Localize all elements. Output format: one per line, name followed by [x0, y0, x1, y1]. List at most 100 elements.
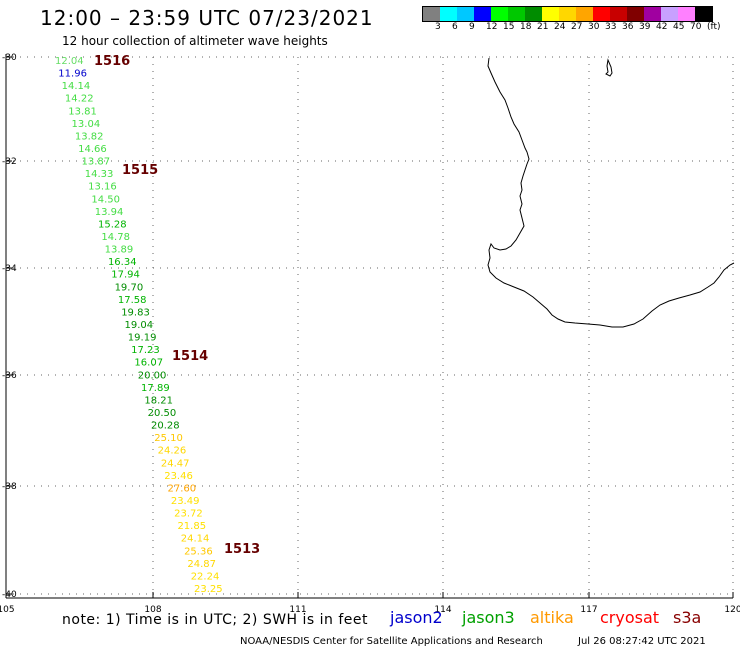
color-scale-label: 12: [486, 22, 498, 32]
wave-height-value: 16.07: [134, 358, 163, 369]
color-swatch: [542, 7, 559, 21]
satellite-cryosat: cryosat: [600, 608, 660, 627]
wave-height-value: 14.78: [101, 232, 130, 243]
wave-height-value: 24.14: [181, 534, 210, 545]
wave-height-value: 19.83: [121, 307, 150, 318]
color-swatch: [440, 7, 457, 21]
color-swatch: [525, 7, 542, 21]
wave-height-value: 19.19: [128, 333, 157, 344]
wave-height-value: 14.33: [85, 169, 114, 180]
wave-height-value: 13.82: [75, 131, 104, 142]
wave-height-value: 14.22: [65, 94, 94, 105]
wave-height-value: 19.70: [115, 282, 144, 293]
map-title: 12:00 – 23:59 UTC 07/23/2021: [40, 6, 374, 30]
wave-height-value: 22.24: [191, 571, 220, 582]
wave-height-value: 18.21: [144, 395, 173, 406]
color-swatch: [610, 7, 627, 21]
color-scale-label: 70: [690, 22, 702, 32]
latitude-labels: -30 -32 -34 -36 -38 -40: [2, 53, 17, 600]
satellite-jason3: jason3: [462, 608, 515, 627]
latitude-label: -36: [2, 371, 17, 381]
wave-height-value: 13.81: [68, 106, 97, 117]
wave-height-value: 17.23: [131, 345, 160, 356]
color-swatch: [491, 7, 508, 21]
wave-height-value: 27.60: [168, 483, 197, 494]
latitude-label: -30: [2, 53, 17, 63]
wave-height-value: 14.66: [78, 144, 107, 155]
coastline-island: [605, 58, 613, 77]
pass-label: 1513: [224, 542, 260, 557]
wave-height-value: 13.94: [95, 207, 124, 218]
pass-label: 1516: [94, 54, 130, 69]
color-swatch: [644, 7, 661, 21]
wave-height-value: 15.28: [98, 219, 127, 230]
satellite-jason2: jason2: [390, 608, 443, 627]
wave-height-value: 17.89: [141, 383, 170, 394]
latitude-label: -40: [2, 590, 17, 600]
map-subtitle: 12 hour collection of altimeter wave hei…: [62, 34, 328, 48]
color-scale-label: 21: [537, 22, 549, 32]
longitude-label: 114: [434, 605, 451, 615]
color-scale-label: 30: [588, 22, 600, 32]
color-swatch: [678, 7, 695, 21]
wave-height-value: 17.58: [118, 295, 147, 306]
color-swatch: [508, 7, 525, 21]
satellite-s3a: s3a: [673, 608, 702, 627]
pass-label: 1515: [122, 163, 158, 178]
pass-label: 1514: [172, 349, 208, 364]
color-scale-label: 36: [622, 22, 634, 32]
color-swatch: [423, 7, 440, 21]
latitude-label: -38: [2, 482, 17, 492]
wave-height-value: 14.50: [91, 194, 120, 205]
color-scale-bar: [422, 6, 713, 22]
longitude-label: 108: [144, 605, 161, 615]
longitude-label: 117: [580, 605, 597, 615]
color-swatch: [474, 7, 491, 21]
satellite-altika: altika: [530, 608, 574, 627]
wave-height-value: 14.14: [62, 81, 91, 92]
wave-height-value: 24.47: [161, 458, 190, 469]
wave-height-value: 16.34: [108, 257, 137, 268]
color-swatch: [593, 7, 610, 21]
color-swatch: [576, 7, 593, 21]
color-scale-label: 3: [435, 22, 441, 32]
color-scale-label: 6: [452, 22, 458, 32]
wave-height-value: 24.87: [187, 559, 216, 570]
credit-line: NOAA/NESDIS Center for Satellite Applica…: [240, 636, 543, 647]
longitude-label: 105: [0, 605, 15, 615]
color-scale-label: 33: [605, 22, 617, 32]
longitude-label: 120: [724, 605, 740, 615]
color-scale-label: 42: [656, 22, 668, 32]
color-swatch: [627, 7, 644, 21]
wave-height-value: 17.94: [111, 270, 140, 281]
graticule: [5, 56, 734, 598]
color-swatch: [559, 7, 576, 21]
wave-height-value: 12.04: [55, 56, 84, 67]
color-scale-label: 27: [571, 22, 583, 32]
latitude-label: -32: [2, 157, 17, 167]
color-scale-label: 15: [503, 22, 515, 32]
longitude-labels: 105 108 111 114 117 120: [0, 605, 740, 615]
footnote: note: 1) Time is in UTC; 2) SWH is in fe…: [62, 612, 369, 628]
wave-height-value: 13.89: [105, 245, 134, 256]
color-scale-label: 18: [520, 22, 532, 32]
wave-height-value: 20.00: [138, 370, 167, 381]
wave-height-value: 13.04: [72, 119, 101, 130]
pass-labels: 1516 1515 1514 1513: [94, 54, 260, 557]
wave-height-value: 13.16: [88, 182, 117, 193]
wave-height-value: 19.04: [125, 320, 154, 331]
wave-height-value: 20.28: [151, 421, 180, 432]
color-scale-label: 39: [639, 22, 651, 32]
wave-height-value: 25.36: [184, 546, 213, 557]
wave-height-value: 23.72: [174, 509, 203, 520]
color-scale-label: 24: [554, 22, 566, 32]
wave-height-value: 23.46: [164, 471, 193, 482]
color-scale-label: 45: [673, 22, 685, 32]
wave-height-value: 24.26: [158, 446, 187, 457]
coastline: [487, 57, 735, 328]
wave-height-value: 23.25: [194, 584, 223, 595]
wave-height-value: 13.87: [81, 157, 110, 168]
color-swatch: [695, 7, 712, 21]
